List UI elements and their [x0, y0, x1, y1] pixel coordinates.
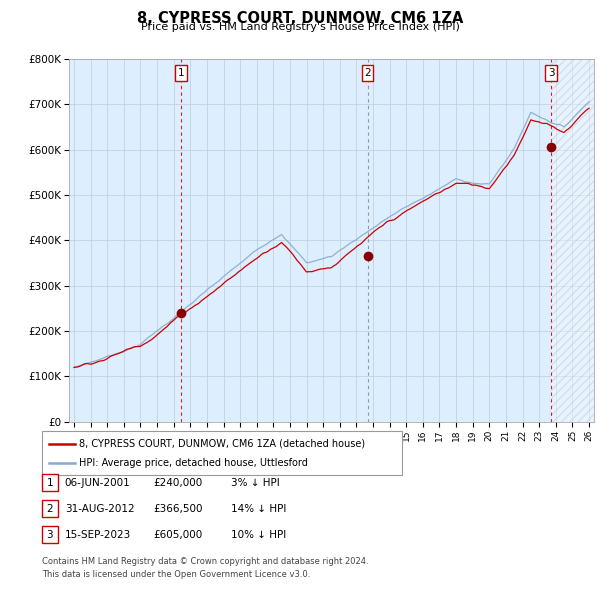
Text: 31-AUG-2012: 31-AUG-2012 — [65, 504, 134, 513]
Text: 3: 3 — [46, 530, 53, 539]
Bar — [551, 59, 598, 422]
Text: 1: 1 — [178, 68, 184, 78]
Text: 10% ↓ HPI: 10% ↓ HPI — [231, 530, 286, 539]
Text: 1: 1 — [46, 478, 53, 487]
Text: 2: 2 — [46, 504, 53, 513]
Text: £605,000: £605,000 — [153, 530, 202, 539]
Text: This data is licensed under the Open Government Licence v3.0.: This data is licensed under the Open Gov… — [42, 571, 310, 579]
Text: 14% ↓ HPI: 14% ↓ HPI — [231, 504, 286, 513]
Text: HPI: Average price, detached house, Uttlesford: HPI: Average price, detached house, Uttl… — [79, 458, 308, 467]
Text: £240,000: £240,000 — [153, 478, 202, 487]
Text: 3: 3 — [548, 68, 554, 78]
Text: 2: 2 — [364, 68, 371, 78]
Text: Price paid vs. HM Land Registry's House Price Index (HPI): Price paid vs. HM Land Registry's House … — [140, 22, 460, 32]
Text: 15-SEP-2023: 15-SEP-2023 — [65, 530, 131, 539]
Text: Contains HM Land Registry data © Crown copyright and database right 2024.: Contains HM Land Registry data © Crown c… — [42, 558, 368, 566]
Text: 8, CYPRESS COURT, DUNMOW, CM6 1ZA (detached house): 8, CYPRESS COURT, DUNMOW, CM6 1ZA (detac… — [79, 439, 365, 449]
Text: 06-JUN-2001: 06-JUN-2001 — [65, 478, 131, 487]
Text: 3% ↓ HPI: 3% ↓ HPI — [231, 478, 280, 487]
Text: £366,500: £366,500 — [153, 504, 203, 513]
Text: 8, CYPRESS COURT, DUNMOW, CM6 1ZA: 8, CYPRESS COURT, DUNMOW, CM6 1ZA — [137, 11, 463, 25]
